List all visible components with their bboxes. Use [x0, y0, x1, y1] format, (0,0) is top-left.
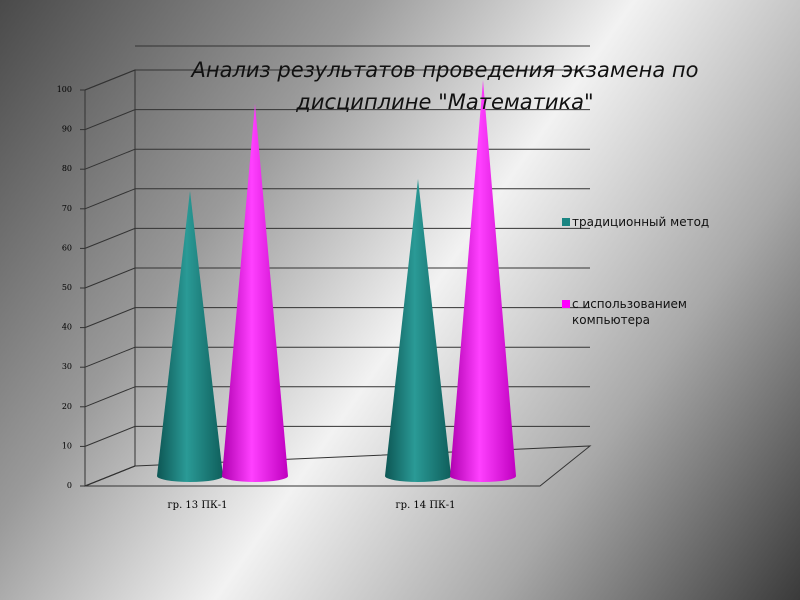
- y-tick-label: 20: [62, 402, 72, 411]
- grid-line: [84, 386, 136, 408]
- y-tick-label: 100: [57, 85, 72, 94]
- legend-swatch: [562, 218, 570, 226]
- grid-line: [84, 307, 136, 329]
- grid-line: [84, 148, 136, 170]
- grid-line: [84, 69, 136, 91]
- legend-label: традиционный метод: [572, 215, 710, 229]
- x-tick-label: гр. 13 ПК-1: [167, 500, 227, 511]
- grid-line: [84, 346, 136, 368]
- cone: [450, 80, 516, 482]
- x-tick-label: гр. 14 ПК-1: [395, 500, 455, 511]
- y-tick-label: 0: [67, 481, 72, 490]
- grid-line: [84, 227, 136, 249]
- grid-line: [84, 465, 136, 487]
- y-tick-label: 40: [62, 323, 72, 332]
- y-tick-label: 60: [62, 243, 72, 252]
- y-tick-label: 80: [62, 164, 72, 173]
- cone: [157, 190, 223, 482]
- cone: [222, 103, 288, 482]
- chart-title: Анализ результатов проведения экзамена п…: [191, 58, 699, 114]
- grid-line: [84, 188, 136, 210]
- legend-label: с использованием компьютера: [572, 297, 687, 327]
- y-tick-label: 70: [62, 204, 72, 213]
- grid-line: [84, 267, 136, 289]
- y-tick-label: 10: [62, 441, 72, 450]
- y-tick-label: 30: [62, 362, 72, 371]
- y-tick-label: 90: [62, 125, 72, 134]
- legend-entry: традиционный метод: [562, 214, 752, 230]
- legend-swatch: [562, 300, 570, 308]
- y-tick-label: 50: [62, 283, 72, 292]
- legend-entry: с использованием компьютера: [562, 296, 752, 328]
- grid-line: [84, 425, 136, 447]
- grid-line: [84, 109, 136, 131]
- cone: [385, 179, 451, 482]
